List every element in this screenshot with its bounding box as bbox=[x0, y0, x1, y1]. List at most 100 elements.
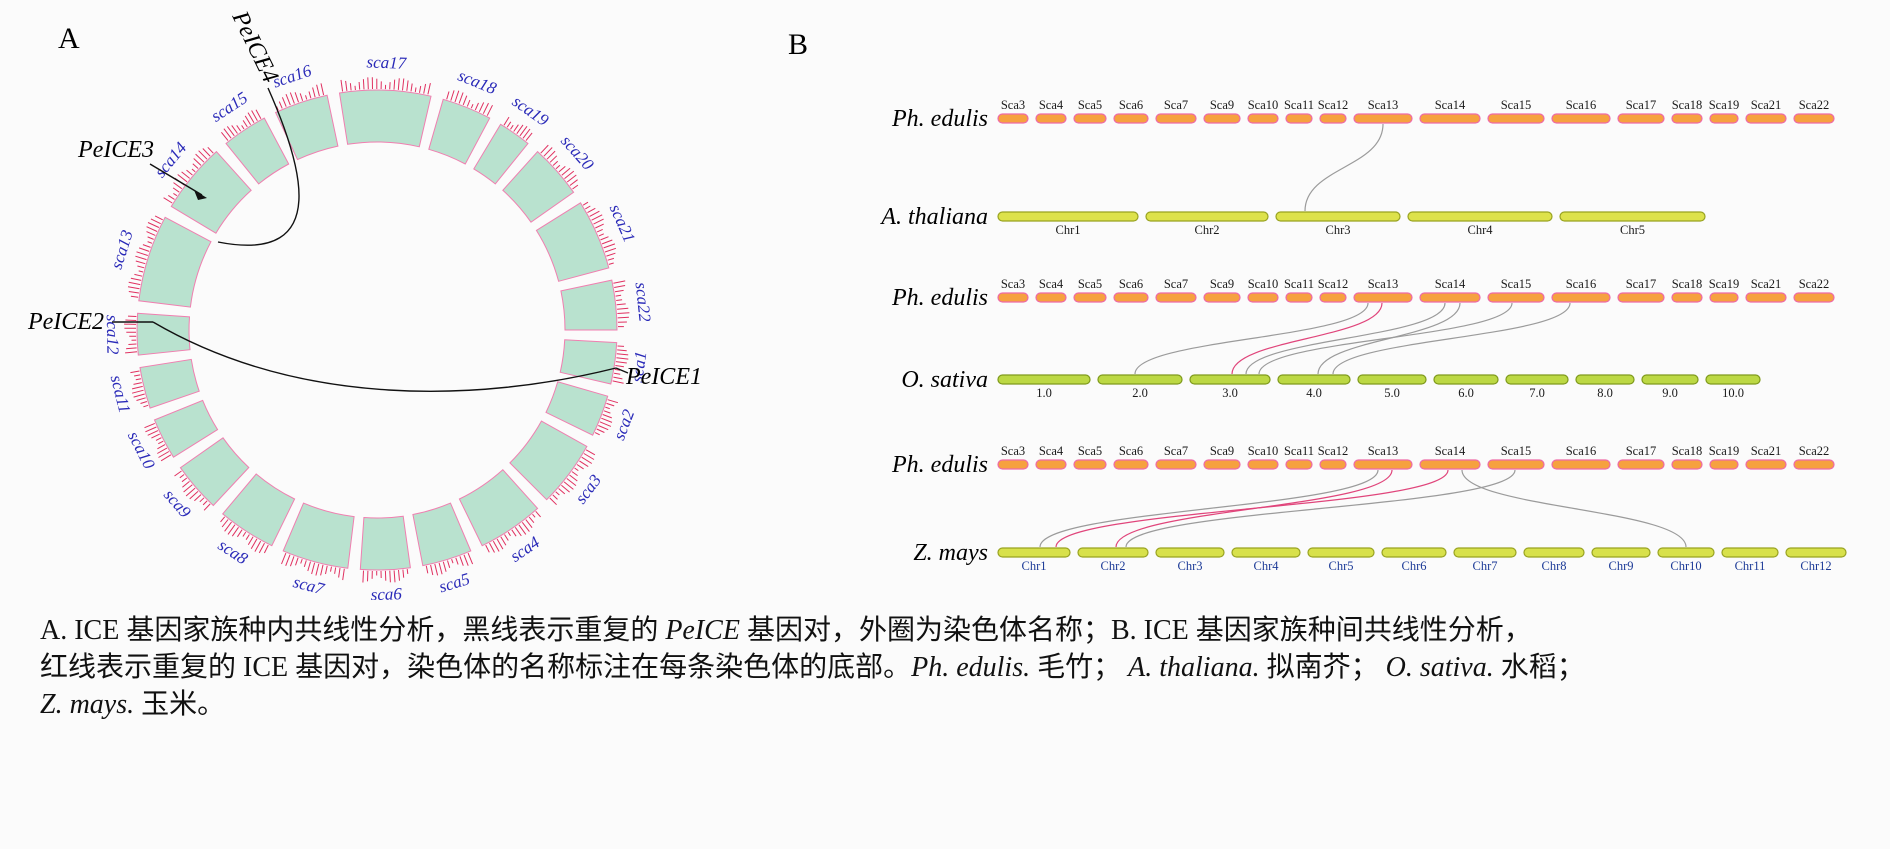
chromosome-bar-Sca13 bbox=[1353, 113, 1413, 124]
scaffold-arc-sca14 bbox=[170, 150, 252, 234]
chromosome-bar-Sca15 bbox=[1487, 459, 1545, 470]
scaffold-label-sca3: sca3 bbox=[571, 471, 605, 507]
gene-ticks-sca10 bbox=[144, 422, 172, 462]
chromosome-label-Sca19: Sca19 bbox=[1709, 277, 1740, 291]
gene-ticks-sca17 bbox=[340, 77, 431, 95]
chromosome-bar-Chr5 bbox=[1307, 547, 1375, 558]
gene-label-peice4: PeICE4 bbox=[226, 6, 283, 87]
gene-ticks-sca5 bbox=[425, 552, 474, 576]
chromosome-bar-Sca11 bbox=[1285, 113, 1313, 124]
chromosome-bar-Sca17 bbox=[1617, 113, 1665, 124]
synteny-link-gray bbox=[1332, 302, 1571, 375]
chromosome-label-Chr3: Chr3 bbox=[1178, 559, 1203, 573]
scaffold-label-sca1: sca1 bbox=[627, 350, 650, 384]
chromosome-label-Sca14: Sca14 bbox=[1435, 277, 1466, 291]
chromosome-label-Sca15: Sca15 bbox=[1501, 98, 1532, 112]
scaffold-label-sca9: sca9 bbox=[160, 485, 195, 521]
scaffold-arc-sca5 bbox=[412, 502, 472, 567]
chromosome-bar-Sca22 bbox=[1793, 292, 1835, 303]
scaffold-label-sca2: sca2 bbox=[609, 406, 638, 442]
caption-species-name: A. thaliana. bbox=[1128, 652, 1260, 683]
caption-text: 毛竹； bbox=[1030, 652, 1129, 683]
chromosome-bar-Sca3 bbox=[997, 292, 1029, 303]
chromosome-label-Sca12: Sca12 bbox=[1318, 277, 1349, 291]
chromosome-bar-7.0 bbox=[1505, 374, 1569, 385]
chromosome-label-Sca7: Sca7 bbox=[1164, 98, 1188, 112]
chromosome-bar-10.0 bbox=[1705, 374, 1761, 385]
synteny-link-pink bbox=[1231, 302, 1383, 375]
scaffold-arc-sca11 bbox=[139, 358, 200, 409]
chromosome-bar-Sca22 bbox=[1793, 459, 1835, 470]
chromosome-bar-Sca19 bbox=[1709, 459, 1739, 470]
chromosome-label-Chr4: Chr4 bbox=[1254, 559, 1280, 573]
chromosome-label-Sca13: Sca13 bbox=[1368, 98, 1399, 112]
chromosome-label-Chr6: Chr6 bbox=[1402, 559, 1427, 573]
chromosome-bar-Sca18 bbox=[1671, 459, 1703, 470]
gene-ticks-sca9 bbox=[174, 470, 211, 511]
caption-species-name: Ph. edulis. bbox=[911, 652, 1031, 683]
scaffold-arc-sca10 bbox=[153, 399, 219, 458]
chromosome-bar-Chr8 bbox=[1523, 547, 1585, 558]
chromosome-label-Sca6: Sca6 bbox=[1119, 444, 1143, 458]
chromosome-bar-Sca18 bbox=[1671, 113, 1703, 124]
chromosome-bar-Sca5 bbox=[1073, 459, 1107, 470]
scaffold-label-sca12: sca12 bbox=[103, 315, 123, 355]
chromosome-bar-Sca16 bbox=[1551, 113, 1611, 124]
caption-line: 红线表示重复的 ICE 基因对，染色体的名称标注在每条染色体的底部。Ph. ed… bbox=[40, 649, 1660, 686]
gene-ticks-sca11 bbox=[130, 370, 149, 408]
species-row-0: Ph. edulis Sca3 Sca4 Sca5 Sca6 Sca7 Sca9 Sca10 S… bbox=[891, 98, 1835, 132]
chromosome-label-Chr1: Chr1 bbox=[1022, 559, 1047, 573]
chromosome-label-Sca7: Sca7 bbox=[1164, 444, 1188, 458]
chromosome-bar-Chr4 bbox=[1407, 211, 1553, 222]
chromosome-label-1.0: 1.0 bbox=[1036, 386, 1052, 400]
chromosome-bar-Sca9 bbox=[1203, 459, 1241, 470]
chromosome-bar-Sca9 bbox=[1203, 113, 1241, 124]
chromosome-label-Sca22: Sca22 bbox=[1799, 98, 1830, 112]
chromosome-label-Sca10: Sca10 bbox=[1248, 444, 1279, 458]
chromosome-label-2.0: 2.0 bbox=[1132, 386, 1148, 400]
species-row-5: Z. mays Chr1 Chr2 Chr3 Chr4 Chr5 Chr6 Chr7 Chr8 C… bbox=[913, 540, 1847, 573]
link-peice4-peice3 bbox=[217, 87, 300, 246]
chromosome-bar-6.0 bbox=[1433, 374, 1499, 385]
chromosome-bar-Sca14 bbox=[1419, 459, 1481, 470]
chromosome-bar-Chr3 bbox=[1275, 211, 1401, 222]
chromosome-label-Sca22: Sca22 bbox=[1799, 277, 1830, 291]
chromosome-label-Sca14: Sca14 bbox=[1435, 98, 1466, 112]
gene-ticks-sca16 bbox=[276, 83, 325, 111]
chromosome-label-Sca16: Sca16 bbox=[1566, 277, 1597, 291]
chromosome-bar-Chr1 bbox=[997, 211, 1139, 222]
caption-text: 拟南芥； bbox=[1259, 652, 1386, 683]
caption-species-name: PeICE bbox=[665, 615, 740, 646]
peice3-arrowhead bbox=[194, 190, 207, 200]
scaffold-label-sca17: sca17 bbox=[366, 52, 408, 72]
scaffold-label-sca11: sca11 bbox=[107, 373, 135, 415]
chromosome-bar-Sca17 bbox=[1617, 459, 1665, 470]
chromosome-label-9.0: 9.0 bbox=[1662, 386, 1678, 400]
chromosome-bar-Sca18 bbox=[1671, 292, 1703, 303]
chromosome-label-Sca5: Sca5 bbox=[1078, 98, 1102, 112]
chromosome-bar-1.0 bbox=[997, 374, 1091, 385]
chromosome-label-Sca11: Sca11 bbox=[1284, 98, 1314, 112]
scaffold-label-sca15: sca15 bbox=[208, 88, 252, 126]
chromosome-bar-Chr10 bbox=[1657, 547, 1715, 558]
chromosome-label-Chr3: Chr3 bbox=[1326, 223, 1351, 237]
scaffold-arc-sca13 bbox=[138, 216, 212, 308]
synteny-link-gray bbox=[1134, 302, 1369, 375]
chromosome-bar-Sca14 bbox=[1419, 292, 1481, 303]
scaffold-arc-sca3 bbox=[509, 420, 588, 501]
chromosome-label-Sca7: Sca7 bbox=[1164, 277, 1188, 291]
caption-species-name: Z. mays. bbox=[40, 689, 135, 720]
species-row-2: Ph. edulis Sca3 Sca4 Sca5 Sca6 Sca7 Sca9 Sca10 S… bbox=[891, 277, 1835, 311]
chromosome-label-Chr7: Chr7 bbox=[1473, 559, 1498, 573]
chromosome-bar-Chr2 bbox=[1145, 211, 1269, 222]
chromosome-label-3.0: 3.0 bbox=[1222, 386, 1238, 400]
synteny-figure: sca16 sca17sca18sca19sca20sca21sca22sca1s… bbox=[27, 6, 1847, 600]
chromosome-label-Chr5: Chr5 bbox=[1620, 223, 1645, 237]
chromosome-bar-Sca10 bbox=[1247, 292, 1279, 303]
chromosome-bar-Chr3 bbox=[1155, 547, 1225, 558]
chromosome-bar-Sca4 bbox=[1035, 113, 1067, 124]
scaffold-arc-sca15 bbox=[225, 117, 290, 185]
chromosome-bar-Sca12 bbox=[1319, 113, 1347, 124]
synteny-link-gray bbox=[1245, 302, 1446, 375]
